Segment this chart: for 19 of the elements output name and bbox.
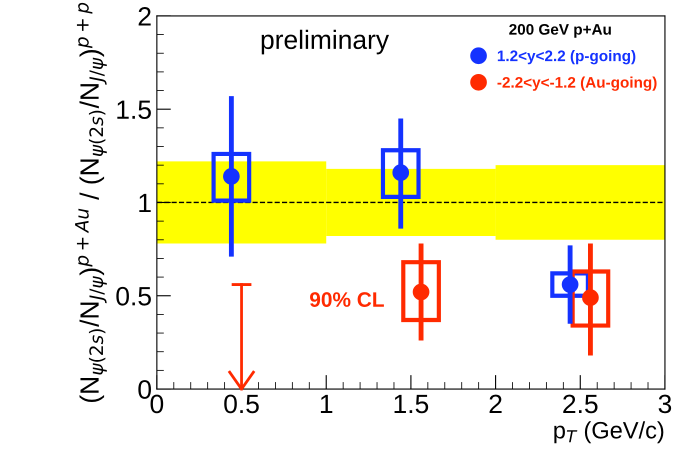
- x-tick-label: 1.5: [394, 394, 428, 414]
- x-tick-label: 1: [320, 394, 332, 414]
- y-tick-label: 0: [138, 380, 151, 399]
- x-tick-label: 2.5: [563, 394, 598, 414]
- x-tick-label: 3: [658, 394, 672, 414]
- y-tick-label: 1.5: [117, 100, 151, 120]
- y-tick-label: 1: [139, 194, 151, 212]
- x-tick-label: 0: [150, 394, 164, 414]
- legend-label: -2.2<y<-1.2 (Au-going): [497, 76, 657, 91]
- legend-label: 1.2<y<2.2 (p-going): [498, 50, 636, 64]
- annotation: preliminary: [262, 30, 390, 54]
- y-tick-label: 2: [138, 7, 151, 26]
- text: (N$_{ψ(2s)}$/N$_{J/ψ}$)$^{p+Au}$ / (N$_{ψ(2s)}$/N$_{J/ψ}$)$^{p+p}$: [75, 2, 107, 402]
- y-tick-label: 0.5: [116, 286, 151, 306]
- annotation: 90% CL: [310, 292, 384, 307]
- x-axis-title: p$_{T}$ (GeV/c): [554, 421, 664, 444]
- legend-title: 200 GeV p+Au: [509, 24, 611, 38]
- x-tick-label: 0.5: [224, 394, 259, 414]
- x-tick-label: 2: [490, 394, 502, 414]
